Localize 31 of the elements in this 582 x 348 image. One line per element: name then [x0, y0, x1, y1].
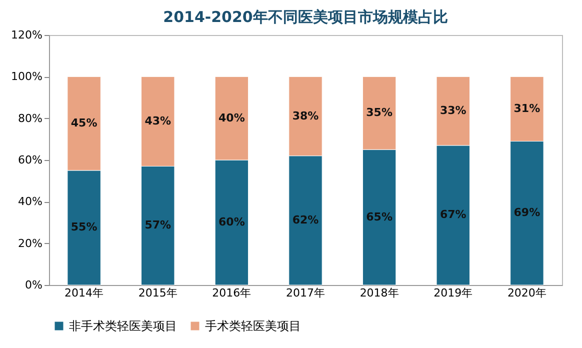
chart-title: 2014-2020年不同医美项目市场规模占比: [163, 8, 448, 26]
y-tick-label: 60%: [18, 154, 42, 166]
y-tick-label: 40%: [18, 195, 42, 208]
data-label: 60%: [218, 216, 245, 228]
y-tick-label: 0%: [25, 278, 42, 292]
legend-label: 手术类轻医美项目: [205, 319, 301, 333]
legend-label: 非手术类轻医美项目: [69, 319, 177, 333]
data-label: 43%: [144, 114, 172, 128]
x-tick-label: 2017年: [286, 286, 325, 300]
y-tick-label: 120%: [11, 28, 42, 42]
data-label: 45%: [70, 116, 98, 130]
data-label: 55%: [70, 220, 98, 234]
x-tick-label: 2020年: [507, 286, 546, 300]
data-label: 69%: [514, 206, 540, 220]
y-tick-label: 80%: [18, 112, 42, 125]
y-tick-label: 100%: [11, 70, 42, 84]
y-tick-label: 20%: [18, 236, 42, 250]
x-tick-label: 2018年: [360, 286, 399, 300]
data-label: 65%: [366, 210, 392, 224]
data-label: 38%: [292, 109, 319, 122]
data-label: 35%: [366, 106, 392, 120]
x-tick-label: 2016年: [212, 286, 252, 300]
data-label: 31%: [514, 102, 540, 115]
x-tick-label: 2014年: [64, 286, 104, 300]
data-label: 33%: [440, 104, 466, 118]
data-label: 62%: [292, 213, 319, 226]
x-tick-label: 2015年: [138, 286, 178, 300]
data-label: 57%: [144, 218, 172, 232]
data-label: 67%: [440, 208, 466, 222]
x-tick-label: 2019年: [434, 286, 473, 300]
data-label: 40%: [218, 111, 245, 124]
